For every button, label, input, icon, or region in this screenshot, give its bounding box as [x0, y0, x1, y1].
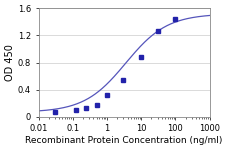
X-axis label: Recombinant Protein Concentration (ng/ml): Recombinant Protein Concentration (ng/ml… [25, 136, 223, 145]
Y-axis label: OD 450: OD 450 [5, 44, 15, 81]
